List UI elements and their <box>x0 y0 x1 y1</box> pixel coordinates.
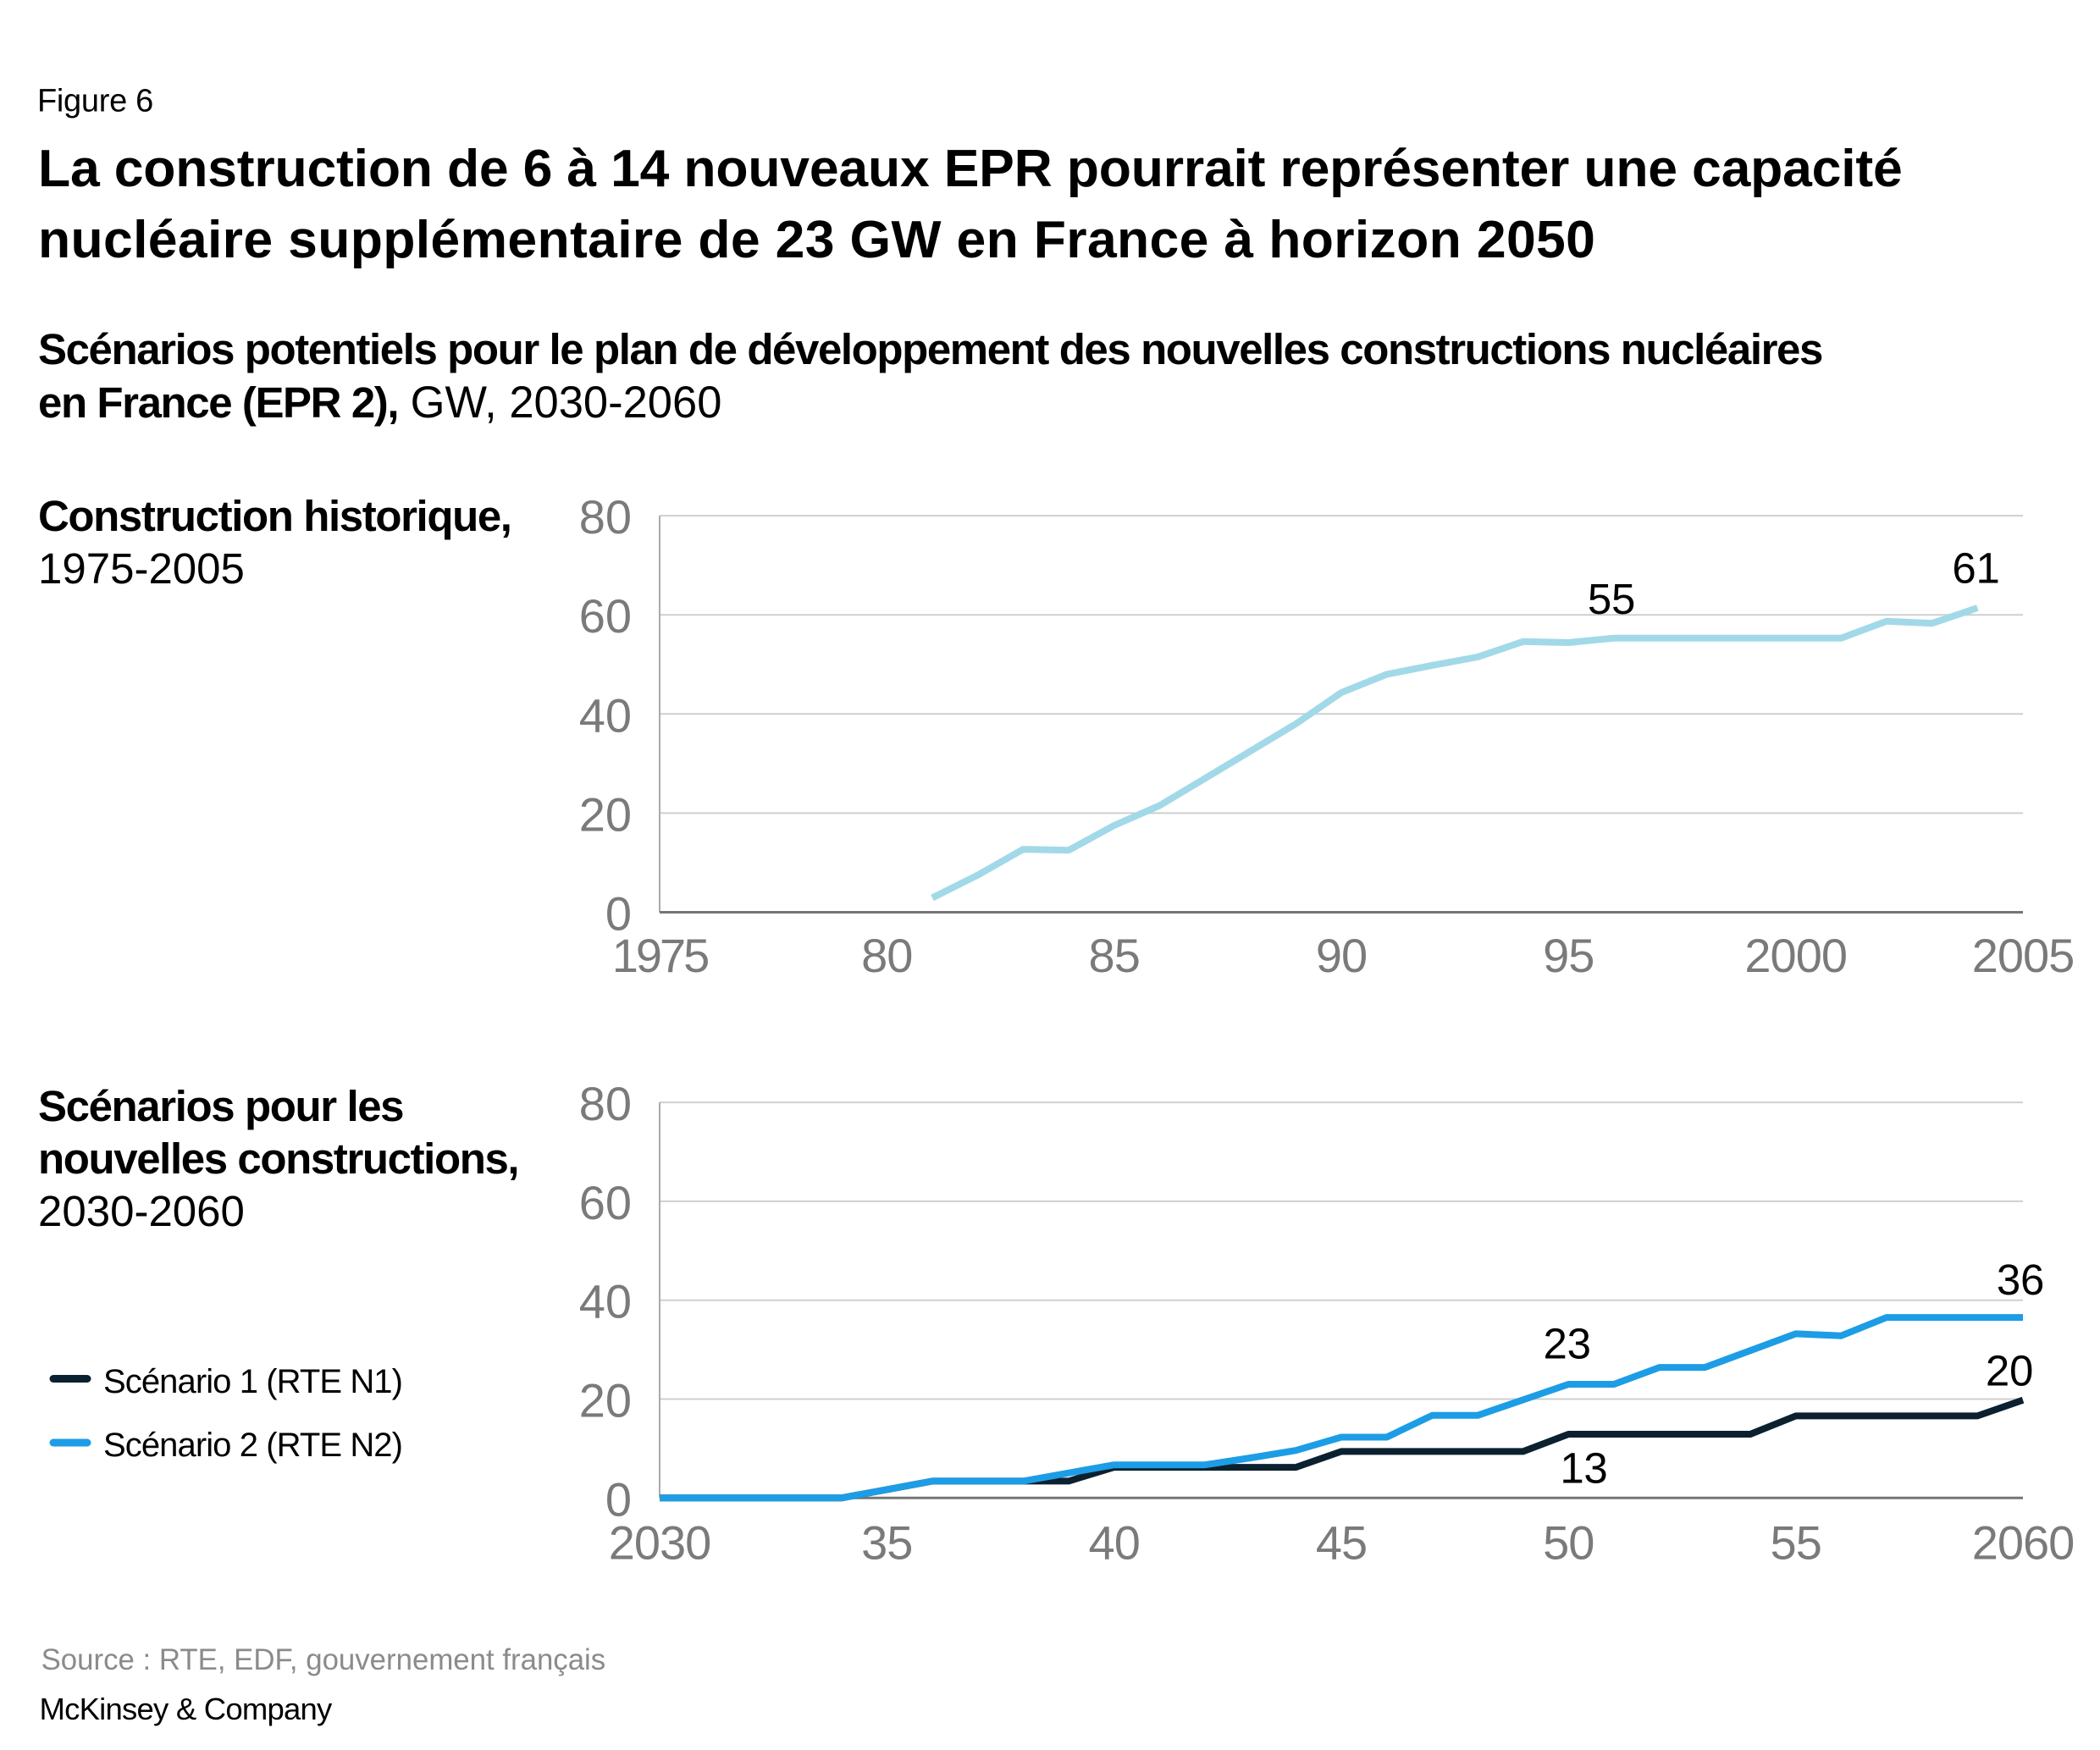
svg-text:2030-2060: 2030-2060 <box>38 1187 245 1235</box>
svg-text:20: 20 <box>579 787 632 841</box>
svg-text:45: 45 <box>1316 1516 1367 1570</box>
svg-text:60: 60 <box>579 1176 632 1229</box>
svg-text:0: 0 <box>605 1472 632 1526</box>
svg-text:Figure 6: Figure 6 <box>37 83 153 119</box>
svg-text:61: 61 <box>1952 544 1999 593</box>
svg-text:Scénarios pour les: Scénarios pour les <box>38 1082 403 1130</box>
svg-text:Source : RTE, EDF, gouvernemen: Source : RTE, EDF, gouvernement français <box>41 1643 606 1676</box>
svg-text:35: 35 <box>861 1516 912 1570</box>
svg-text:80: 80 <box>579 490 632 544</box>
svg-text:Scénario 1 (RTE N1): Scénario 1 (RTE N1) <box>103 1363 402 1400</box>
svg-text:40: 40 <box>579 1275 632 1328</box>
svg-text:Construction historique,: Construction historique, <box>38 492 511 540</box>
svg-text:55: 55 <box>1588 575 1635 623</box>
svg-text:2005: 2005 <box>1972 929 2075 982</box>
svg-text:2000: 2000 <box>1744 929 1847 982</box>
svg-text:nouvelles constructions,: nouvelles constructions, <box>38 1134 518 1183</box>
svg-text:13: 13 <box>1560 1444 1607 1492</box>
svg-text:60: 60 <box>579 589 632 643</box>
svg-text:20: 20 <box>579 1374 632 1427</box>
svg-text:90: 90 <box>1316 929 1367 982</box>
svg-text:55: 55 <box>1771 1516 1821 1570</box>
svg-text:20: 20 <box>1986 1347 2033 1395</box>
svg-text:36: 36 <box>1997 1256 2044 1304</box>
svg-text:McKinsey & Company: McKinsey & Company <box>40 1692 334 1726</box>
svg-text:85: 85 <box>1089 929 1140 982</box>
svg-text:40: 40 <box>1089 1516 1140 1570</box>
svg-text:80: 80 <box>579 1077 632 1130</box>
svg-text:nucléaire supplémentaire de 23: nucléaire supplémentaire de 23 GW en Fra… <box>38 210 1595 269</box>
svg-text:80: 80 <box>861 929 912 982</box>
svg-text:1975-2005: 1975-2005 <box>38 544 245 593</box>
svg-text:2060: 2060 <box>1972 1516 2075 1570</box>
svg-text:en France (EPR 2), GW, 2030-20: en France (EPR 2), GW, 2030-2060 <box>38 378 721 428</box>
svg-text:50: 50 <box>1543 1516 1594 1570</box>
svg-text:40: 40 <box>579 688 632 742</box>
svg-text:1975: 1975 <box>612 929 708 982</box>
svg-text:Scénario 2 (RTE N2): Scénario 2 (RTE N2) <box>103 1427 402 1464</box>
svg-text:95: 95 <box>1543 929 1594 982</box>
svg-text:2030: 2030 <box>609 1516 711 1570</box>
svg-text:23: 23 <box>1544 1320 1591 1368</box>
svg-text:Scénarios potentiels pour le p: Scénarios potentiels pour le plan de dév… <box>38 325 1822 373</box>
svg-text:La construction de 6 à 14 nouv: La construction de 6 à 14 nouveaux EPR p… <box>38 139 1903 198</box>
svg-text:0: 0 <box>605 887 632 941</box>
